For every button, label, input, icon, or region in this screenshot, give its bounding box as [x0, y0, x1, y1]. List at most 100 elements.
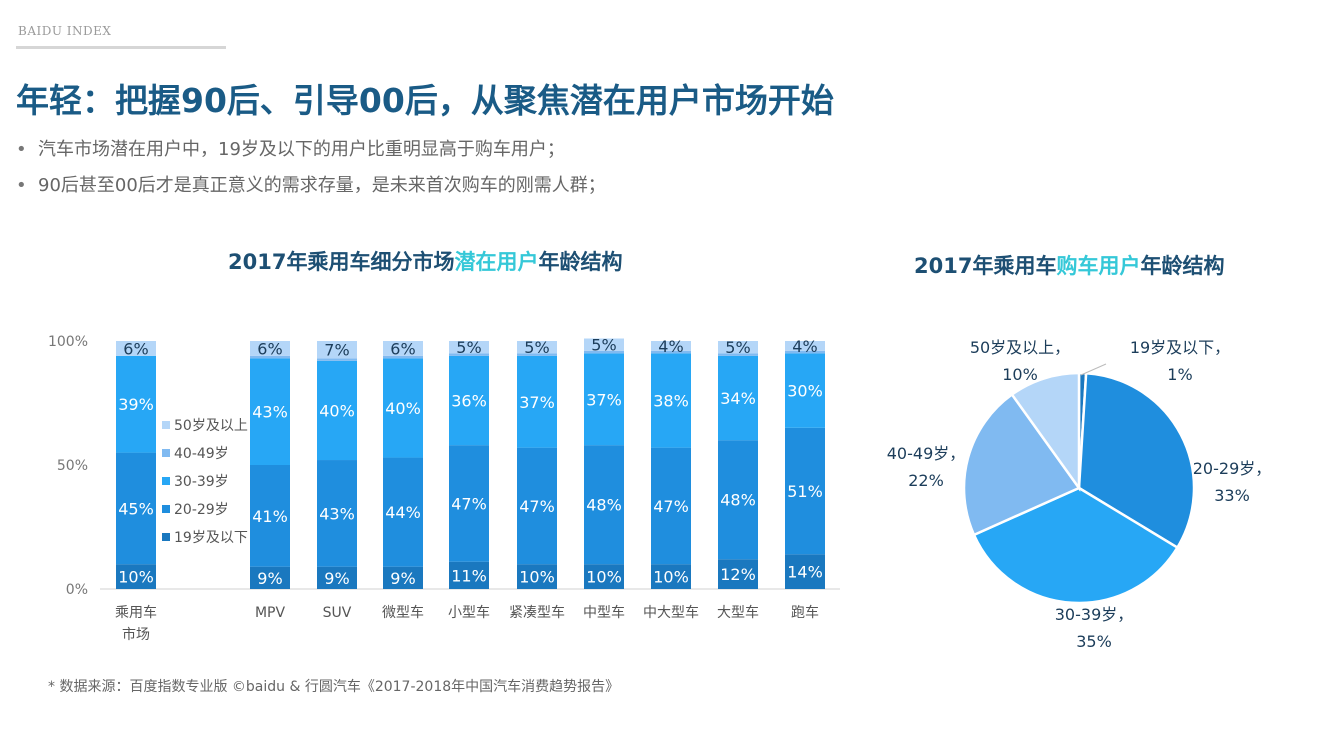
pie-slice-value: 10%: [1002, 365, 1038, 384]
bar-segment: [116, 564, 156, 589]
pie-slice-label: 50岁及以上，: [970, 338, 1070, 357]
bullet-text: 90后甚至00后才是真正意义的需求存量，是未来首次购车的刚需人群；: [38, 175, 606, 196]
bar-segment: [718, 353, 758, 356]
bar-segment: [317, 566, 357, 589]
y-tick-label: 100%: [48, 334, 88, 350]
bar-segment: [383, 358, 423, 458]
pie-slice-value: 35%: [1076, 632, 1112, 651]
pie-slice-label: 30-39岁，: [1055, 605, 1134, 624]
legend-entry: 20-29岁: [162, 500, 248, 528]
bar-segment: [250, 341, 290, 356]
bar-data-label: 10%: [519, 568, 555, 587]
bar-data-label: 10%: [586, 568, 622, 587]
legend-label: 40-49岁: [174, 446, 229, 462]
legend-label: 30-39岁: [174, 474, 229, 490]
bar-segment: [250, 465, 290, 567]
pie-chart-title: 2017年乘用车购车用户年龄结构: [914, 250, 1224, 280]
bar-data-label: 5%: [591, 336, 616, 355]
bar-data-label: 40%: [319, 401, 355, 420]
pie-slice-value: 1%: [1167, 365, 1192, 384]
bar-data-label: 37%: [586, 390, 622, 409]
bar-segment: [517, 564, 557, 589]
bar-segment: [651, 350, 691, 354]
bar-segment: [250, 566, 290, 589]
bar-segment: [517, 353, 557, 356]
bar-segment: [449, 353, 489, 356]
legend-swatch: [162, 477, 170, 485]
bar-segment: [317, 360, 357, 461]
x-tick-label: MPV: [255, 605, 286, 621]
bar-segment: [584, 564, 624, 589]
bar-data-label: 45%: [118, 499, 154, 518]
bar-data-label: 5%: [524, 338, 549, 357]
bar-segment: [785, 341, 825, 351]
bar-data-label: 9%: [324, 569, 349, 588]
legend-label: 20-29岁: [174, 502, 229, 518]
bar-data-label: 34%: [720, 389, 756, 408]
bar-segment: [651, 353, 691, 448]
bar-segment: [383, 355, 423, 359]
bar-data-label: 12%: [720, 565, 756, 584]
legend-entry: 40-49岁: [162, 444, 248, 472]
legend-swatch: [162, 421, 170, 429]
y-tick-label: 0%: [66, 582, 88, 598]
bar-data-label: 4%: [658, 337, 683, 356]
bar-segment: [116, 452, 156, 565]
bar-segment: [449, 341, 489, 354]
x-tick-label: 微型车: [382, 604, 424, 621]
bar-segment: [718, 355, 758, 441]
x-tick-label: 乘用车: [115, 604, 157, 621]
bar-data-label: 4%: [792, 337, 817, 356]
pie-slice-value: 22%: [908, 471, 944, 490]
bar-segment: [718, 440, 758, 560]
bar-data-label: 6%: [257, 339, 282, 358]
legend-label: 19岁及以下: [174, 530, 248, 546]
bar-data-label: 41%: [252, 507, 288, 526]
bar-data-label: 7%: [324, 341, 349, 360]
bar-legend: 50岁及以上 40-49岁 30-39岁 20-29岁 19岁及以下: [162, 416, 248, 556]
bar-segment: [449, 561, 489, 589]
bar-data-label: 36%: [451, 392, 487, 411]
bar-segment: [517, 355, 557, 448]
bar-segment: [116, 355, 156, 453]
bar-data-label: 39%: [118, 395, 154, 414]
bar-title-part: 年龄结构: [538, 250, 623, 274]
bar-segment: [651, 564, 691, 589]
bar-data-label: 9%: [390, 569, 415, 588]
bar-data-label: 6%: [123, 339, 148, 358]
bar-segment: [785, 427, 825, 555]
pie-leader-line: [1080, 363, 1107, 376]
bar-segment: [250, 358, 290, 465]
page-title: 年轻：把握90后、引导00后，从聚焦潜在用户市场开始: [16, 81, 834, 120]
x-tick-label: 中型车: [583, 604, 625, 621]
bar-data-label: 5%: [456, 338, 481, 357]
pie-title-highlight: 购车用户: [1056, 254, 1141, 278]
pie-slice: [972, 486, 1180, 605]
x-tick-label: 跑车: [791, 604, 819, 621]
bar-data-label: 47%: [653, 497, 689, 516]
bar-segment: [317, 341, 357, 359]
bar-data-label: 43%: [319, 504, 355, 523]
legend-swatch: [162, 505, 170, 513]
pie-slice: [1010, 371, 1081, 492]
bar-segment: [651, 447, 691, 565]
bar-data-label: 51%: [787, 482, 823, 501]
bar-segment: [584, 445, 624, 565]
x-tick-label: 市场: [122, 626, 150, 643]
bar-data-label: 6%: [390, 339, 415, 358]
bar-segment: [383, 457, 423, 567]
bullet-text: 汽车市场潜在用户中，19岁及以下的用户比重明显高于购车用户；: [38, 139, 565, 160]
bar-segment: [116, 341, 156, 356]
bar-title-part: 2017年乘用车细分市场: [228, 250, 455, 274]
data-source-note: * 数据来源：百度指数专业版 ©baidu & 行圆汽车《2017-2018年中…: [48, 679, 620, 695]
bar-segment: [517, 447, 557, 565]
bar-chart-title: 2017年乘用车细分市场潜在用户年龄结构: [228, 246, 622, 276]
bar-data-label: 44%: [385, 503, 421, 522]
x-tick-label: 中大型车: [643, 604, 699, 621]
bar-segment: [718, 341, 758, 354]
bar-data-label: 38%: [653, 392, 689, 411]
bar-segment: [584, 353, 624, 446]
bullet-list: • 汽车市场潜在用户中，19岁及以下的用户比重明显高于购车用户； • 90后甚至00…: [16, 132, 606, 204]
bar-segment: [584, 338, 624, 351]
bar-segment: [383, 566, 423, 589]
